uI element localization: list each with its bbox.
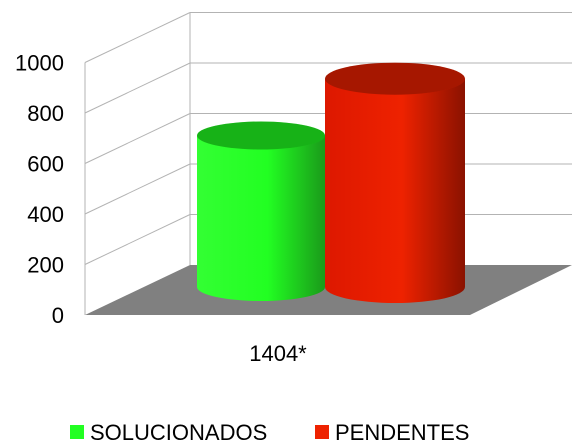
bar-solucionados	[197, 121, 325, 301]
legend-item-pendentes: PENDENTES	[315, 420, 469, 443]
bars	[197, 62, 465, 303]
cylinder-top-shade	[197, 121, 325, 150]
legend-item-solucionados: SOLUCIONADOS	[70, 420, 267, 443]
cylinder-body	[197, 135, 325, 301]
cylinder-body	[325, 78, 465, 303]
y-tick-label: 400	[27, 202, 64, 227]
y-tick-label: 600	[27, 152, 64, 177]
y-tick-label: 800	[27, 101, 64, 126]
legend-swatch	[70, 425, 84, 439]
cylinder-top	[325, 62, 465, 95]
legend: SOLUCIONADOS PENDENTES	[70, 420, 469, 443]
y-axis: 0 200 400 600 800 1000	[15, 51, 64, 329]
gridline	[84, 163, 191, 215]
y-tick-label: 0	[52, 303, 64, 328]
x-axis: 1404*	[249, 341, 307, 366]
cylinder-top-shade	[325, 62, 465, 95]
gridline	[84, 62, 191, 114]
cylinder-top	[197, 121, 325, 150]
gridline	[84, 214, 191, 265]
gridline	[84, 113, 191, 164]
legend-swatch	[315, 425, 329, 439]
y-tick-label: 200	[27, 253, 64, 278]
y-tick-label: 1000	[15, 51, 64, 76]
x-tick-label: 1404*	[249, 341, 307, 366]
legend-label: SOLUCIONADOS	[90, 420, 267, 443]
legend-label: PENDENTES	[335, 420, 469, 443]
bar-pendentes	[325, 62, 465, 303]
gridline	[84, 12, 191, 63]
